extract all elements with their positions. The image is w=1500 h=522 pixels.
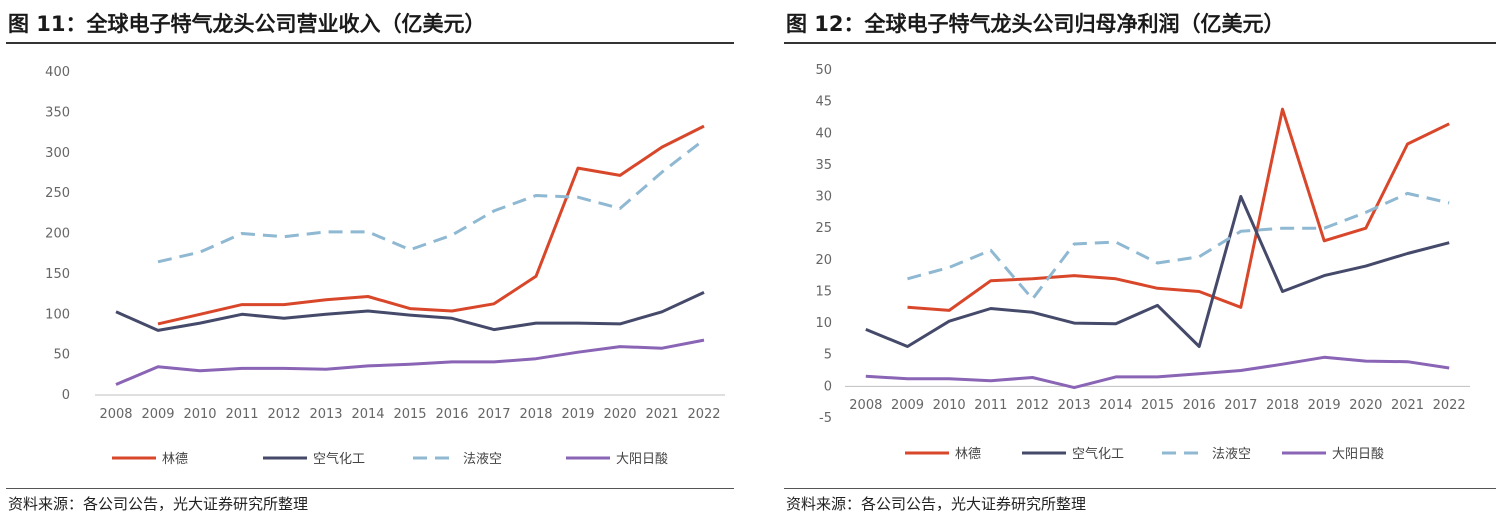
x-tick-label: 2022 xyxy=(1433,398,1466,413)
x-tick-label: 2022 xyxy=(687,407,720,422)
legend-label-0: 林德 xyxy=(955,447,981,462)
y-tick-label: 0 xyxy=(62,388,70,403)
x-tick-label: 2019 xyxy=(561,407,594,422)
x-tick-label: 2013 xyxy=(1058,398,1091,413)
figure-11-source-rule xyxy=(6,488,734,489)
x-tick-label: 2011 xyxy=(225,407,258,422)
x-tick-label: 2009 xyxy=(891,398,924,413)
legend-label-1: 空气化工 xyxy=(313,451,365,467)
figure-12-chart: -5 0 5 10 15 20 25 30 35 40 45 50 2008 2009 2010 2011 20… xyxy=(815,63,1470,462)
figure-12-panel: 图 12：全球电子特气龙头公司归母净利润（亿美元） -5 0 5 10 15 20 25 30… xyxy=(778,0,1500,522)
x-tick-label: 2012 xyxy=(1016,398,1049,413)
figure-12-source-rule xyxy=(784,488,1496,489)
series-line-0 xyxy=(157,124,705,326)
x-tick-label: 2012 xyxy=(267,407,300,422)
x-tick-label: 2010 xyxy=(933,398,966,413)
y-tick-label: 0 xyxy=(824,379,832,394)
series-line-3 xyxy=(865,355,1450,390)
x-tick-label: 2021 xyxy=(1391,398,1424,413)
y-tick-label: 50 xyxy=(53,348,70,363)
x-tick-label: 2008 xyxy=(849,398,882,413)
x-tick-label: 2021 xyxy=(645,407,678,422)
x-tick-label: 2010 xyxy=(183,407,216,422)
figure-12-title-rule xyxy=(784,42,1496,44)
series-line-3 xyxy=(115,338,705,386)
y-tick-label: 200 xyxy=(45,227,70,242)
figure-11-title: 图 11：全球电子特气龙头公司营业收入（亿美元） xyxy=(8,12,486,36)
x-tick-label: 2015 xyxy=(393,407,426,422)
figure-11-source: 资料来源：各公司公告，光大证券研究所整理 xyxy=(8,495,309,513)
y-tick-label: -5 xyxy=(819,411,832,426)
x-tick-label: 2009 xyxy=(141,407,174,422)
x-tick-label: 2011 xyxy=(974,398,1007,413)
series-line-2 xyxy=(907,191,1450,301)
y-tick-label: 10 xyxy=(815,316,832,331)
y-tick-label: 150 xyxy=(45,267,70,282)
series-line-1 xyxy=(865,195,1450,348)
y-tick-label: 25 xyxy=(815,221,832,236)
series-line-0 xyxy=(907,107,1450,312)
y-tick-label: 40 xyxy=(815,126,832,141)
figure-11-panel: 图 11：全球电子特气龙头公司营业收入（亿美元） 0 50 100 150 200 250… xyxy=(0,0,740,522)
series-line-1 xyxy=(115,291,705,332)
y-tick-label: 20 xyxy=(815,253,832,268)
legend-label-2: 法液空 xyxy=(463,452,502,467)
x-tick-label: 2013 xyxy=(309,407,342,422)
y-tick-label: 100 xyxy=(45,307,70,322)
x-tick-label: 2014 xyxy=(1099,398,1132,413)
x-tick-label: 2016 xyxy=(1183,398,1216,413)
y-tick-label: 45 xyxy=(815,95,832,110)
y-tick-label: 35 xyxy=(815,158,832,173)
x-tick-label: 2018 xyxy=(519,407,552,422)
y-tick-label: 5 xyxy=(824,348,832,363)
x-tick-label: 2017 xyxy=(1224,398,1257,413)
legend-label-3: 大阳日酸 xyxy=(616,452,668,467)
figure-12-title: 图 12：全球电子特气龙头公司归母净利润（亿美元） xyxy=(786,12,1285,36)
x-tick-label: 2020 xyxy=(1349,398,1382,413)
x-tick-label: 2016 xyxy=(435,407,468,422)
y-tick-label: 350 xyxy=(45,105,70,120)
y-tick-label: 400 xyxy=(45,65,70,80)
figure-11-chart: 0 50 100 150 200 250 300 350 400 2008 2009 2010 2011… xyxy=(45,65,725,467)
x-tick-label: 2019 xyxy=(1308,398,1341,413)
legend-label-0: 林德 xyxy=(162,452,188,467)
series-line-2 xyxy=(157,138,705,264)
x-tick-label: 2014 xyxy=(351,407,384,422)
y-tick-label: 30 xyxy=(815,190,832,205)
y-tick-label: 15 xyxy=(815,284,832,299)
figure-11-title-rule xyxy=(6,42,734,44)
legend-label-1: 空气化工 xyxy=(1072,446,1124,462)
legend-label-2: 法液空 xyxy=(1212,447,1251,462)
x-tick-label: 2015 xyxy=(1141,398,1174,413)
y-tick-label: 300 xyxy=(45,146,70,161)
y-tick-label: 50 xyxy=(815,63,832,78)
y-tick-label: 250 xyxy=(45,186,70,201)
legend-label-3: 大阳日酸 xyxy=(1332,447,1384,462)
x-tick-label: 2018 xyxy=(1266,398,1299,413)
x-tick-label: 2017 xyxy=(477,407,510,422)
figure-12-source: 资料来源：各公司公告，光大证券研究所整理 xyxy=(786,495,1087,513)
x-tick-label: 2020 xyxy=(603,407,636,422)
x-tick-label: 2008 xyxy=(99,407,132,422)
